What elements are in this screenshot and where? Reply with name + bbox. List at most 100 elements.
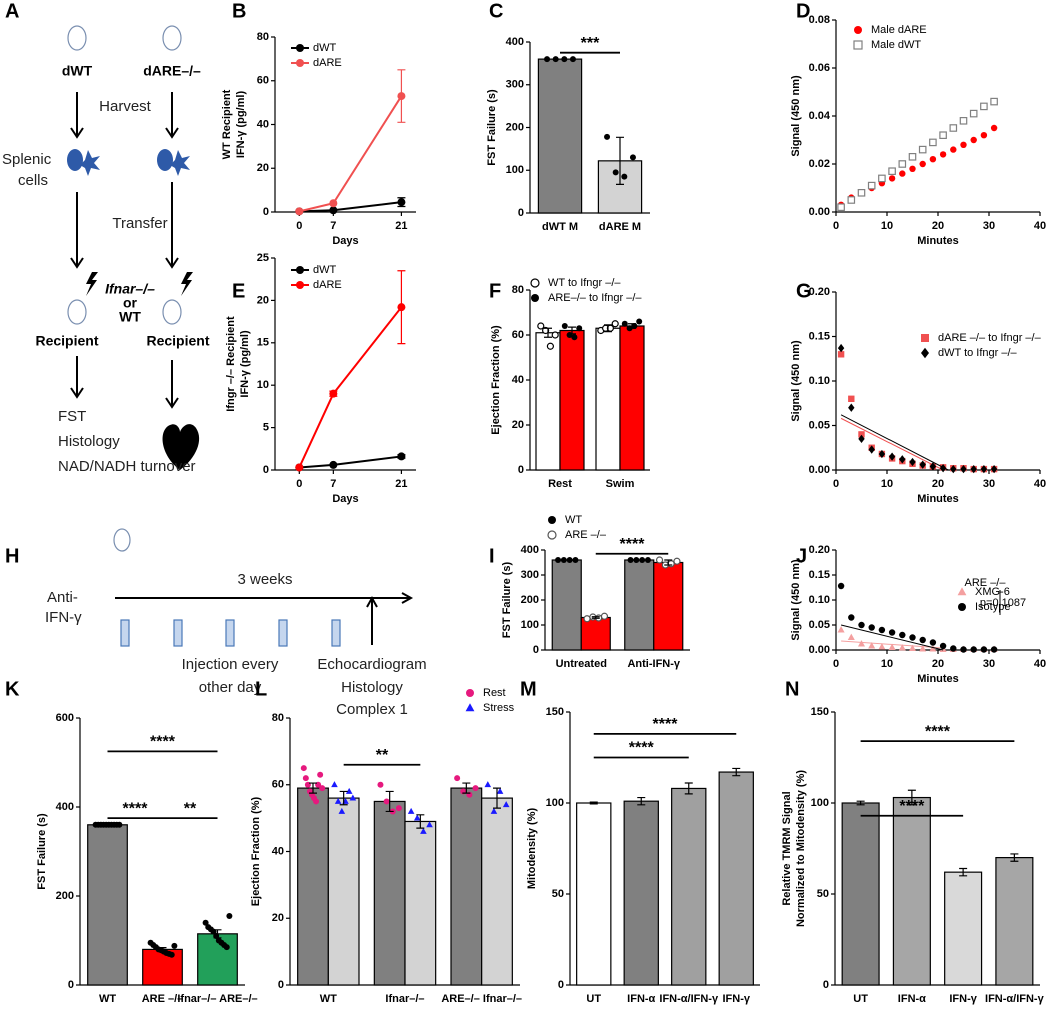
x-tick-label: dWT M bbox=[542, 221, 578, 233]
legend-marker bbox=[853, 40, 863, 50]
lightning bbox=[181, 272, 193, 296]
y-tick-label: 0 bbox=[518, 207, 524, 219]
data-point bbox=[908, 644, 917, 652]
legend-label: dARE bbox=[313, 279, 342, 291]
legend-marker bbox=[296, 59, 304, 67]
x-tick-label: 7 bbox=[330, 220, 336, 232]
x-tick-label: ARE–/– Ifnar–/– bbox=[441, 993, 522, 1005]
data-point bbox=[980, 464, 988, 474]
panel-label: D bbox=[796, 0, 810, 22]
data-point bbox=[888, 175, 896, 182]
x-tick-label: 40 bbox=[1034, 220, 1046, 232]
significance-label: *** bbox=[581, 35, 600, 52]
data-point bbox=[560, 557, 567, 563]
x-axis-label: Days bbox=[332, 493, 358, 505]
data-point bbox=[990, 124, 998, 132]
y-tick-label: 0 bbox=[68, 979, 74, 991]
error-bar bbox=[309, 782, 317, 794]
diagram-text: Recipient bbox=[146, 333, 209, 349]
bar bbox=[87, 824, 128, 986]
diagram-text: Histology bbox=[58, 433, 120, 450]
data-point bbox=[571, 334, 578, 341]
panel-label: B bbox=[232, 0, 246, 22]
data-point bbox=[867, 181, 876, 190]
y-tick-label: 600 bbox=[56, 712, 74, 724]
data-point bbox=[837, 343, 845, 353]
diagram-text: Anti- bbox=[47, 589, 78, 606]
data-point bbox=[949, 124, 958, 132]
data-point bbox=[980, 646, 988, 653]
syringe bbox=[225, 619, 235, 647]
cell-icon bbox=[170, 150, 190, 176]
bar bbox=[297, 787, 329, 986]
y-tick-label: 0.05 bbox=[809, 419, 830, 431]
bar bbox=[537, 58, 583, 214]
bar bbox=[718, 771, 754, 986]
x-tick-label: 30 bbox=[983, 658, 995, 670]
diagram-text: IFN-γ bbox=[45, 609, 82, 626]
x-axis-label: Minutes bbox=[917, 493, 959, 505]
data-point bbox=[171, 942, 178, 949]
data-point bbox=[908, 153, 917, 161]
data-point bbox=[583, 615, 591, 623]
annotation: p=0.1087 bbox=[980, 597, 1026, 609]
diagram-text: NAD/NADH turnover bbox=[58, 458, 196, 475]
data-point bbox=[202, 919, 209, 926]
panel-label: A bbox=[5, 0, 19, 22]
y-axis-label: Signal (450 nm) bbox=[790, 340, 802, 422]
legend-marker bbox=[296, 44, 304, 52]
legend-marker bbox=[465, 703, 475, 712]
data-point bbox=[909, 165, 916, 172]
significance-label: ** bbox=[184, 800, 197, 817]
x-tick-label: UT bbox=[586, 993, 601, 1005]
cell-icon bbox=[157, 149, 173, 171]
diagram-text: Ifnar–/– bbox=[105, 281, 155, 297]
annotation: ARE –/– bbox=[965, 577, 1007, 589]
error-bar bbox=[329, 390, 338, 397]
y-tick-label: 0.02 bbox=[809, 158, 830, 170]
arrow bbox=[165, 92, 179, 139]
x-tick-label: 20 bbox=[932, 658, 944, 670]
x-tick-label: Rest bbox=[548, 478, 572, 490]
x-tick-label: 7 bbox=[330, 478, 336, 490]
mouse-icon bbox=[67, 299, 87, 325]
data-point bbox=[566, 557, 573, 563]
data-point bbox=[857, 189, 866, 197]
data-point bbox=[226, 913, 233, 920]
error-bar bbox=[732, 767, 741, 777]
diagram-text: FST bbox=[58, 408, 86, 425]
diagram-a: A dWT dARE–/– Harvest Splenic cells Tran… bbox=[2, 0, 210, 475]
significance-label: **** bbox=[150, 734, 176, 751]
data-point bbox=[302, 775, 309, 782]
error-bar bbox=[397, 270, 406, 345]
y-tick-label: 0.04 bbox=[809, 110, 831, 122]
y-tick-label: 0.10 bbox=[809, 375, 830, 387]
data-point bbox=[929, 138, 937, 147]
x-tick-label: 21 bbox=[395, 478, 407, 490]
data-point bbox=[116, 821, 123, 828]
x-axis-label: Minutes bbox=[917, 673, 959, 685]
error-bar bbox=[416, 814, 425, 829]
syringe bbox=[331, 619, 341, 647]
data-point bbox=[295, 207, 304, 216]
significance-label: **** bbox=[620, 536, 646, 553]
data-point bbox=[888, 167, 896, 176]
diagram-text: Splenic bbox=[2, 151, 52, 168]
data-point bbox=[569, 56, 576, 63]
x-tick-label: 0 bbox=[833, 478, 839, 490]
y-tick-label: 20 bbox=[272, 912, 284, 924]
data-point bbox=[980, 132, 988, 139]
data-point bbox=[899, 170, 906, 177]
y-tick-label: 0.08 bbox=[809, 14, 830, 26]
series-line bbox=[298, 306, 403, 468]
arrow bbox=[165, 182, 179, 269]
data-point bbox=[552, 56, 559, 63]
trend-line bbox=[840, 417, 944, 471]
legend-marker bbox=[548, 516, 556, 524]
legend-label: Rest bbox=[483, 687, 506, 699]
legend-label: WT bbox=[565, 514, 582, 526]
x-tick-label: 21 bbox=[395, 220, 407, 232]
bar bbox=[373, 800, 406, 986]
diagram-text: other day bbox=[199, 679, 262, 696]
legend-marker bbox=[854, 26, 862, 34]
